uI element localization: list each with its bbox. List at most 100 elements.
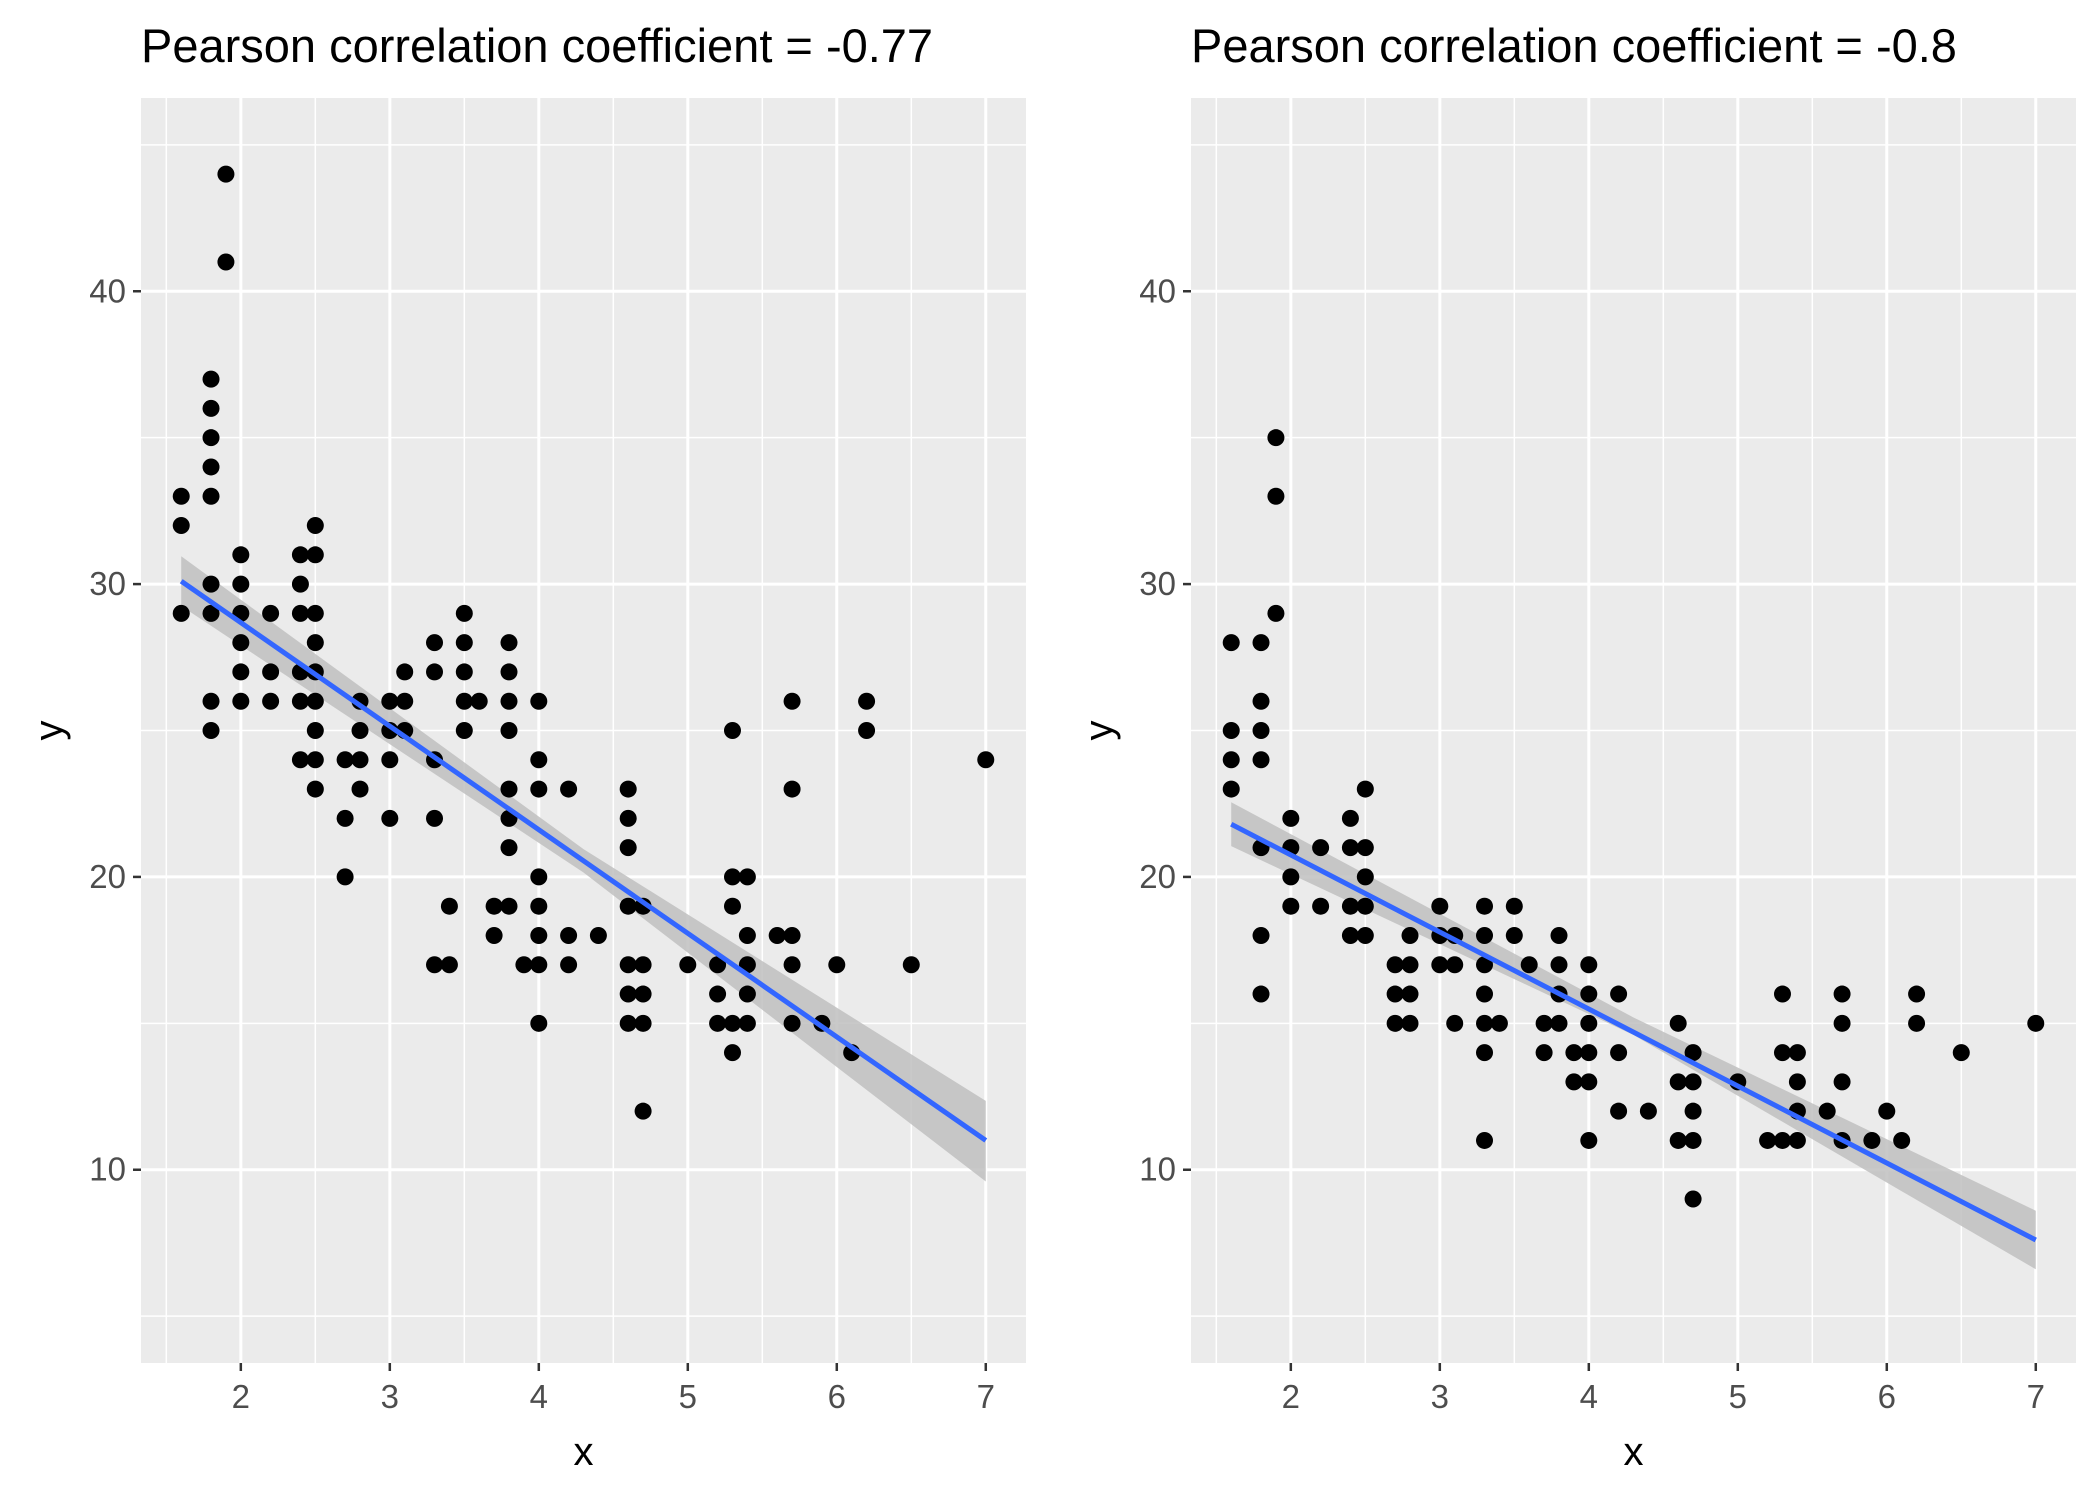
data-point — [1386, 956, 1404, 974]
data-point — [619, 956, 637, 974]
data-point — [1669, 1073, 1687, 1091]
data-point — [306, 692, 324, 710]
data-point — [351, 780, 369, 798]
data-point — [262, 663, 280, 681]
data-point — [1863, 1131, 1881, 1149]
data-point — [1490, 1014, 1508, 1032]
data-point — [500, 780, 518, 798]
x-tick-label: 3 — [1431, 1378, 1449, 1415]
data-point — [500, 839, 518, 857]
data-point — [1684, 1131, 1702, 1149]
data-point — [1267, 429, 1285, 447]
data-point — [485, 897, 503, 915]
data-point — [306, 604, 324, 622]
confidence-band — [1231, 802, 2036, 1270]
data-point — [1952, 1044, 1970, 1062]
data-point — [1356, 780, 1374, 798]
x-tick-label: 3 — [381, 1378, 399, 1415]
data-point — [455, 692, 473, 710]
x-tick-label: 2 — [1282, 1378, 1300, 1415]
data-point — [1565, 1073, 1583, 1091]
data-point — [1580, 1073, 1598, 1091]
data-point — [217, 253, 235, 271]
data-point — [455, 663, 473, 681]
data-point — [1222, 722, 1240, 739]
data-point — [1893, 1131, 1911, 1149]
data-point — [530, 868, 548, 886]
data-point — [470, 692, 488, 710]
data-point — [262, 604, 280, 622]
data-point — [1312, 897, 1330, 915]
data-point — [1282, 868, 1300, 886]
data-point — [723, 722, 741, 739]
x-tick-label: 5 — [1729, 1378, 1747, 1415]
data-point — [1684, 1073, 1702, 1091]
data-point — [396, 692, 414, 710]
y-tick-label: 10 — [1139, 1151, 1176, 1188]
x-tick-label: 4 — [1580, 1378, 1598, 1415]
data-point — [723, 868, 741, 886]
data-point — [1773, 985, 1791, 1003]
data-point — [455, 634, 473, 652]
data-point — [500, 722, 518, 739]
data-point — [1356, 897, 1374, 915]
data-point — [1476, 985, 1494, 1003]
data-point — [1341, 926, 1359, 944]
data-point — [1788, 1044, 1806, 1062]
data-point — [232, 692, 250, 710]
data-point — [560, 926, 578, 944]
data-point — [202, 722, 220, 739]
data-point — [1669, 1014, 1687, 1032]
data-point — [291, 751, 309, 769]
data-point — [1431, 897, 1449, 915]
data-point — [351, 751, 369, 769]
regression-line — [179, 579, 988, 1143]
data-point — [217, 165, 235, 183]
data-point — [381, 809, 399, 827]
data-point — [381, 692, 399, 710]
data-point — [306, 634, 324, 652]
data-point — [1818, 1102, 1836, 1120]
data-point — [619, 839, 637, 857]
data-point — [723, 1014, 741, 1032]
data-point — [1684, 1190, 1702, 1208]
data-point — [738, 1014, 756, 1032]
data-point — [1833, 1014, 1851, 1032]
y-tick-label: 20 — [1139, 858, 1176, 895]
data-point — [619, 985, 637, 1003]
data-point — [1580, 985, 1598, 1003]
data-point — [530, 780, 548, 798]
data-point — [1610, 1044, 1628, 1062]
right-chart-panel: 2 3 4 5 6 7 10 20 30 40 Pearson correlation coeffi… — [1050, 0, 2100, 1499]
y-tick-label: 40 — [1139, 272, 1176, 309]
data-point — [977, 751, 995, 769]
data-point — [783, 780, 801, 798]
data-point — [1759, 1131, 1777, 1149]
data-point — [530, 1014, 548, 1032]
data-point — [1788, 1131, 1806, 1149]
data-point — [202, 399, 220, 417]
data-point — [619, 897, 637, 915]
data-point — [351, 722, 369, 739]
y-axis-title: y — [27, 721, 71, 741]
data-point — [1580, 1014, 1598, 1032]
data-point — [306, 546, 324, 564]
data-point — [709, 956, 727, 974]
data-point — [1610, 985, 1628, 1003]
data-point — [291, 692, 309, 710]
x-tick-label: 5 — [679, 1378, 697, 1415]
chart-title: Pearson correlation coefficient = -0.77 — [141, 19, 933, 72]
data-point — [202, 429, 220, 447]
data-point — [738, 868, 756, 886]
data-point — [634, 956, 652, 974]
data-point — [381, 751, 399, 769]
data-point — [1773, 1044, 1791, 1062]
data-point — [1878, 1102, 1896, 1120]
data-point — [709, 1014, 727, 1032]
data-point — [530, 956, 548, 974]
data-point — [440, 956, 458, 974]
data-point — [1282, 897, 1300, 915]
data-point — [336, 868, 354, 886]
data-point — [1669, 1131, 1687, 1149]
data-point — [232, 546, 250, 564]
